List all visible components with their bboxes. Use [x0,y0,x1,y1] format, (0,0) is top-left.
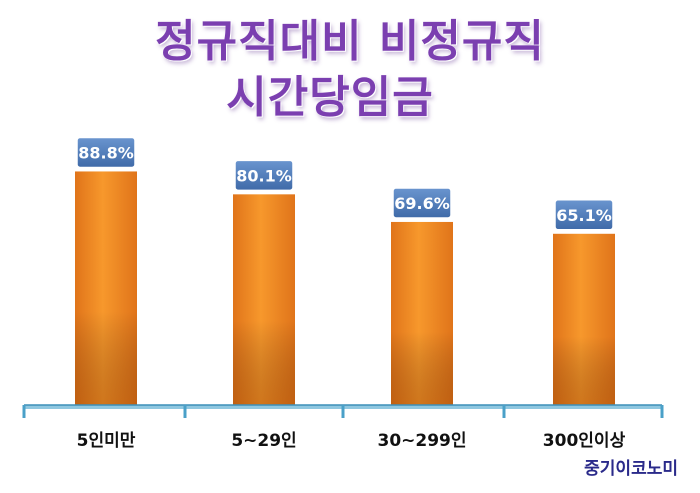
value-label-box [554,199,614,231]
chart-title-line2: 시간당임금 [226,72,434,123]
chart-title-line1: 정규직대비 비정규직 [155,16,545,67]
bar-shade [391,221,453,405]
category-label: 30~299인 [377,431,466,451]
bar-shade [233,194,295,405]
bar-shade [75,171,137,405]
value-label: 69.6% [394,194,450,213]
category-label: 300인이상 [543,431,626,451]
value-label-box [234,159,294,192]
bar-shade [553,233,615,405]
value-label: 88.8% [78,143,134,162]
value-label: 80.1% [236,166,292,185]
watermark-logo-text: 중기이코노미 [584,459,678,479]
category-label: 5인미만 [77,431,136,451]
category-label: 5~29인 [231,431,296,451]
value-label-box [76,136,136,169]
value-label-box [392,187,452,219]
value-label: 65.1% [556,206,612,225]
